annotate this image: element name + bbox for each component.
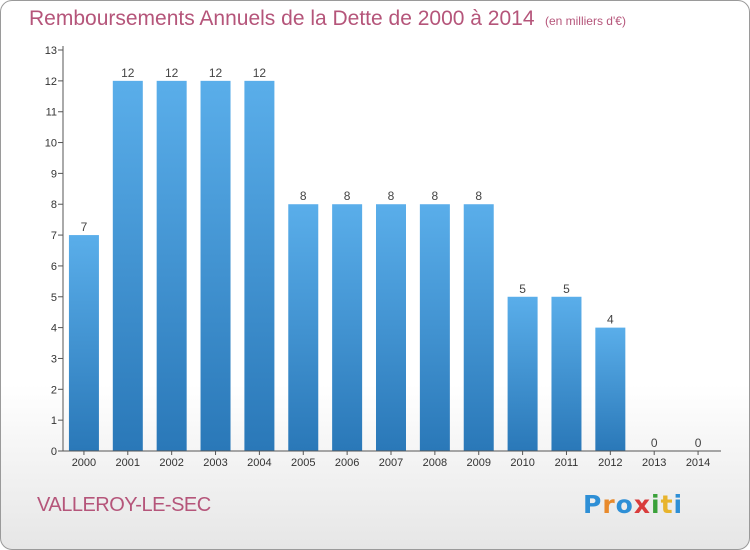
- y-tick-label: 13: [45, 45, 57, 57]
- bar: [419, 204, 450, 451]
- bar: [332, 204, 363, 451]
- logo-letter: P: [583, 490, 603, 519]
- x-tick-label: 2013: [642, 457, 666, 469]
- y-tick-label: 10: [45, 138, 57, 150]
- chart-title: Remboursements Annuels de la Dette de 20…: [29, 7, 535, 30]
- bar-value-label: 7: [81, 220, 88, 234]
- bar: [200, 80, 231, 451]
- y-tick-label: 8: [51, 199, 57, 211]
- bar-value-label: 5: [563, 282, 570, 296]
- bars: 7 12 12 12 12 8 8 8 8 8 5 5 4 0 0: [68, 66, 702, 451]
- x-tick-label: 2010: [510, 457, 534, 469]
- bar: [68, 235, 99, 451]
- bar-value-label: 8: [475, 189, 482, 203]
- bar: [376, 204, 406, 451]
- logo-letter: x: [633, 490, 651, 519]
- logo-letter: i: [651, 490, 661, 519]
- y-tick-label: 6: [51, 261, 57, 273]
- bar-value-label: 4: [607, 313, 614, 327]
- bar-value-label: 12: [121, 66, 135, 80]
- x-tick-label: 2002: [159, 457, 183, 469]
- x-tick-label: 2009: [466, 457, 490, 469]
- y-tick-label: 11: [46, 107, 57, 119]
- bar: [507, 296, 538, 451]
- x-tick-label: 2003: [203, 457, 227, 469]
- x-tick-label: 2012: [598, 457, 622, 469]
- x-tick-label: 2000: [72, 457, 96, 469]
- logo-letter: o: [615, 490, 634, 519]
- y-tick-label: 1: [51, 415, 57, 427]
- bar-value-label: 8: [388, 189, 395, 203]
- y-tick-label: 2: [51, 384, 57, 396]
- x-tick-label: 2008: [423, 457, 447, 469]
- y-tick-label: 9: [51, 168, 57, 180]
- bar: [551, 296, 582, 451]
- y-tick-label: 7: [51, 230, 57, 242]
- y-tick-label: 0: [51, 446, 57, 458]
- city-name: VALLEROY-LE-SEC: [37, 494, 211, 516]
- x-tick-label: 2014: [686, 457, 710, 469]
- chart-unit-note: (en milliers d'€): [544, 14, 626, 28]
- bar: [463, 204, 494, 451]
- bar: [112, 80, 143, 451]
- y-tick-label: 5: [51, 292, 57, 304]
- bar: [288, 204, 319, 451]
- y-tick-label: 4: [51, 323, 57, 335]
- x-tick-label: 2004: [247, 457, 271, 469]
- bar-value-label: 12: [209, 66, 223, 80]
- y-tick-label: 12: [45, 76, 57, 88]
- y-tick-label: 3: [51, 353, 57, 365]
- x-tick-label: 2006: [335, 457, 359, 469]
- logo-letter: i: [673, 490, 684, 519]
- bar-value-label: 0: [651, 436, 658, 450]
- bar-value-label: 8: [344, 189, 351, 203]
- x-tick-label: 2011: [555, 457, 579, 469]
- bar-value-label: 12: [165, 66, 179, 80]
- proxiti-logo[interactable]: Proxiti: [583, 490, 683, 519]
- bar-value-label: 8: [300, 189, 307, 203]
- bar-value-label: 0: [695, 436, 702, 450]
- logo-letter: r: [602, 490, 616, 519]
- logo-letter: t: [660, 490, 674, 519]
- x-tick-label: 2001: [116, 457, 140, 469]
- bar-value-label: 5: [519, 282, 526, 296]
- bar-value-label: 8: [432, 189, 439, 203]
- x-tick-label: 2005: [291, 457, 315, 469]
- bar: [156, 80, 187, 451]
- bar: [595, 327, 626, 451]
- chart-title-block: Remboursements Annuels de la Dette de 20…: [29, 7, 626, 31]
- x-axis: 2000 2001 2002 2003 2004 2005 2006 2007 2008 2009…: [63, 450, 721, 469]
- bar: [244, 80, 275, 451]
- x-tick-label: 2007: [379, 457, 403, 469]
- bar-value-label: 12: [253, 66, 267, 80]
